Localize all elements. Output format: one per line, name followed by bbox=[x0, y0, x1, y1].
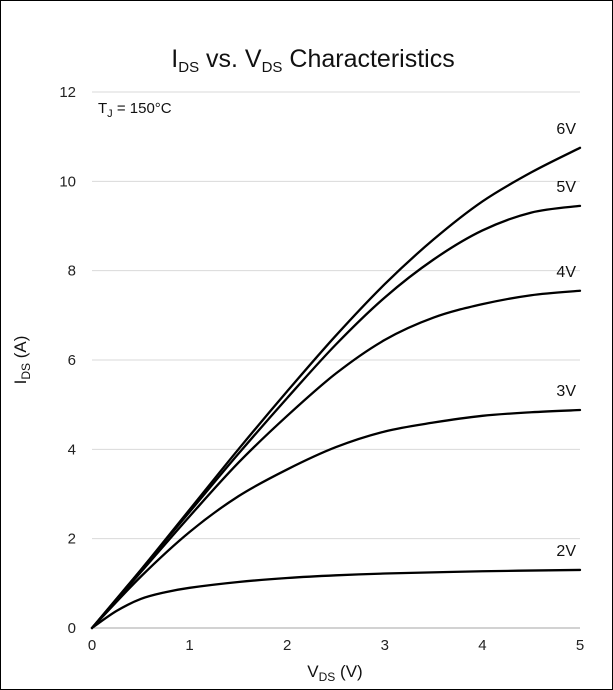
x-tick-label: 1 bbox=[185, 637, 193, 654]
x-tick-label: 2 bbox=[283, 637, 291, 654]
series-line-4V bbox=[90, 289, 582, 630]
x-tick-label: 0 bbox=[88, 637, 96, 654]
y-tick-label: 10 bbox=[59, 173, 76, 190]
temperature-annotation: TJ = 150°C bbox=[98, 100, 172, 120]
x-tick-label: 5 bbox=[576, 637, 584, 654]
y-tick-label: 12 bbox=[59, 84, 76, 101]
x-axis-label: VDS (V) bbox=[307, 662, 362, 684]
x-tick-label: 4 bbox=[478, 637, 486, 654]
y-axis-label: IDS (A) bbox=[11, 336, 33, 385]
series-label-6V: 6V bbox=[556, 121, 576, 138]
grid-layer bbox=[92, 91, 580, 540]
series-layer: 6V 5V 4V 3V 2V bbox=[90, 121, 582, 630]
series-line-5V bbox=[90, 204, 582, 630]
x-tick-label: 3 bbox=[381, 637, 389, 654]
series-label-5V: 5V bbox=[556, 179, 576, 196]
series-label-3V: 3V bbox=[556, 383, 576, 400]
y-tick-label: 8 bbox=[68, 263, 76, 280]
y-tick-label: 4 bbox=[68, 441, 76, 458]
series-label-4V: 4V bbox=[556, 264, 576, 281]
series-line-2V bbox=[90, 568, 582, 630]
y-tick-label: 2 bbox=[68, 531, 76, 548]
series-label-2V: 2V bbox=[556, 543, 576, 560]
chart-title: IDS vs. VDS Characteristics bbox=[171, 45, 454, 76]
series-line-3V bbox=[90, 408, 582, 630]
y-tick-label: 6 bbox=[68, 352, 76, 369]
y-tick-label: 0 bbox=[68, 620, 76, 637]
